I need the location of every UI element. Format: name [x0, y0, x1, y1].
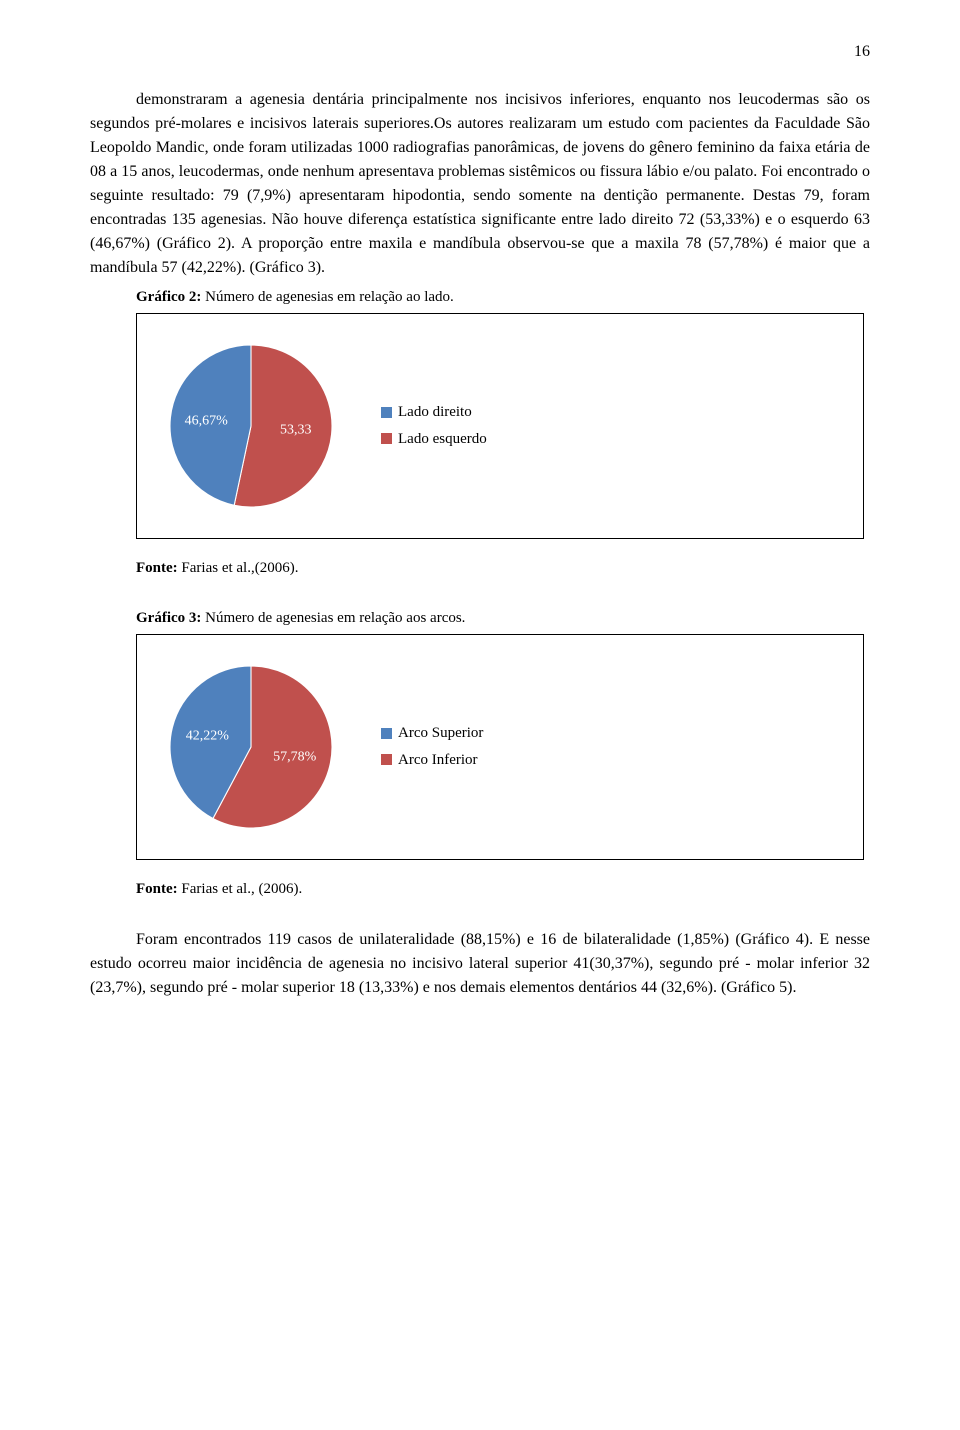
legend-color-icon	[381, 728, 392, 739]
legend-label: Lado esquerdo	[398, 428, 487, 451]
page-number: 16	[90, 40, 870, 64]
chart3-source-rest: Farias et al., (2006).	[178, 881, 303, 897]
chart3-source-bold: Fonte:	[136, 881, 178, 897]
legend-label: Arco Superior	[398, 722, 483, 745]
legend-label: Lado direito	[398, 401, 472, 424]
legend-item: Lado direito	[381, 401, 487, 424]
legend-item: Arco Superior	[381, 722, 483, 745]
legend-color-icon	[381, 754, 392, 765]
paragraph-1: demonstraram a agenesia dentária princip…	[90, 88, 870, 280]
chart3-caption: Gráfico 3: Número de agenesias em relaçã…	[136, 607, 870, 630]
chart3-caption-rest: Número de agenesias em relação aos arcos…	[201, 610, 465, 626]
pie-slice-label: 57,78%	[273, 747, 316, 768]
legend-item: Arco Inferior	[381, 749, 483, 772]
chart3-box: 57,78% 42,22% Arco Superior Arco Inferior	[136, 634, 864, 860]
legend-color-icon	[381, 433, 392, 444]
legend-label: Arco Inferior	[398, 749, 478, 772]
pie-slice-label: 53,33	[280, 420, 312, 441]
chart2-box: 53,33 46,67% Lado direito Lado esquerdo	[136, 313, 864, 539]
chart2-pie: 53,33 46,67%	[161, 336, 341, 516]
chart3-pie: 57,78% 42,22%	[161, 657, 341, 837]
chart2-source: Fonte: Farias et al.,(2006).	[136, 557, 870, 580]
chart2-source-bold: Fonte:	[136, 560, 178, 576]
chart3-caption-bold: Gráfico 3:	[136, 610, 201, 626]
chart3-source: Fonte: Farias et al., (2006).	[136, 878, 870, 901]
legend-item: Lado esquerdo	[381, 428, 487, 451]
chart2-caption-rest: Número de agenesias em relação ao lado.	[201, 289, 453, 305]
chart2-caption: Gráfico 2: Número de agenesias em relaçã…	[136, 286, 870, 309]
pie-slice-label: 46,67%	[185, 410, 228, 431]
chart2-legend: Lado direito Lado esquerdo	[381, 401, 487, 450]
paragraph-2: Foram encontrados 119 casos de unilatera…	[90, 928, 870, 1000]
pie-slice-label: 42,22%	[186, 725, 229, 746]
chart3-legend: Arco Superior Arco Inferior	[381, 722, 483, 771]
legend-color-icon	[381, 407, 392, 418]
chart2-source-rest: Farias et al.,(2006).	[178, 560, 299, 576]
chart2-caption-bold: Gráfico 2:	[136, 289, 201, 305]
